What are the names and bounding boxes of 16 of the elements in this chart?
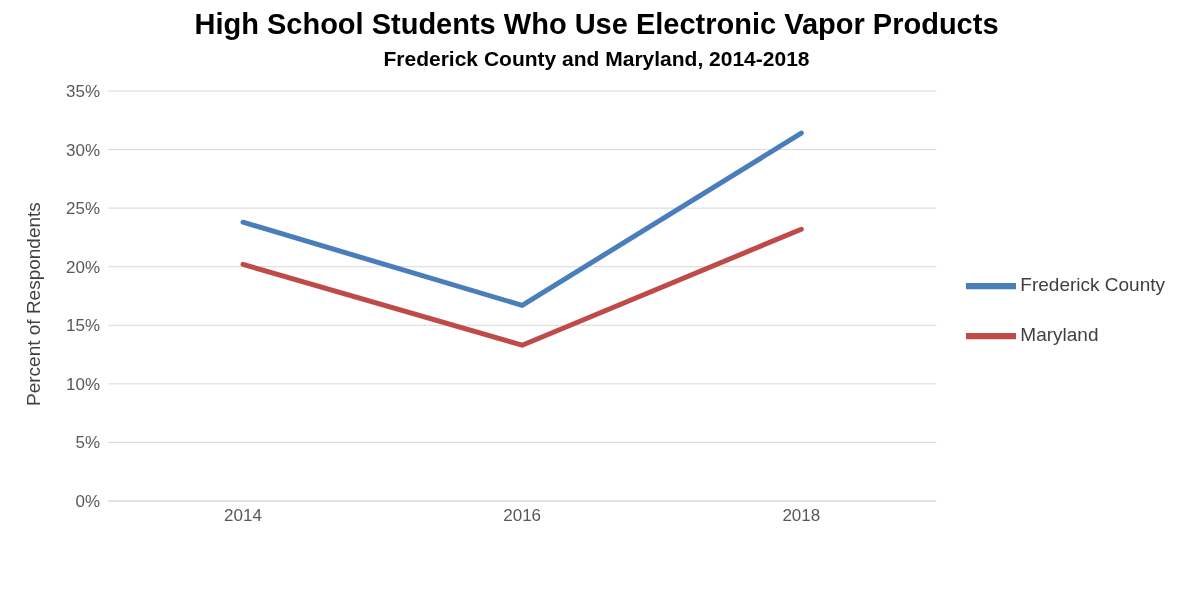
y-tick-label: 15%: [65, 316, 100, 336]
y-tick-label: 30%: [65, 140, 100, 160]
legend-label: Frederick County: [1020, 274, 1165, 296]
y-tick-label: 35%: [65, 82, 100, 102]
y-tick-label: 20%: [65, 257, 100, 277]
x-tick-label: 2016: [503, 506, 542, 526]
legend-label: Maryland: [1020, 324, 1099, 346]
x-tick-label: 2018: [782, 506, 821, 526]
y-tick-label: 25%: [65, 199, 100, 219]
y-tick-label: 10%: [65, 374, 100, 394]
chart-title: High School Students Who Use Electronic Vapor Products: [193, 8, 1000, 41]
y-tick-label: 5%: [75, 433, 100, 453]
x-tick-label: 2014: [224, 506, 262, 526]
chart-subtitle: Frederick County and Maryland, 2014-2018: [382, 47, 811, 71]
y-tick-label: 0%: [75, 492, 100, 512]
y-axis-title: Percent of Respondents: [22, 202, 44, 406]
